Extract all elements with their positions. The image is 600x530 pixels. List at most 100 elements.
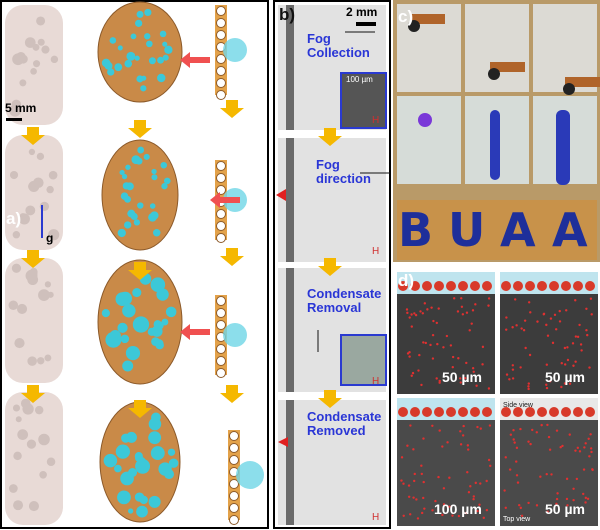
droplet xyxy=(420,472,424,476)
droplet xyxy=(487,297,491,300)
panel-label: a) xyxy=(6,209,22,228)
droplet xyxy=(479,427,482,430)
bead xyxy=(216,6,226,16)
strip xyxy=(565,77,600,87)
droplet xyxy=(144,33,151,40)
droplet xyxy=(536,320,539,323)
droplet xyxy=(423,507,426,510)
droplet xyxy=(479,482,482,485)
droplet xyxy=(126,431,137,443)
droplet xyxy=(435,321,439,325)
droplet xyxy=(136,505,148,518)
droplet xyxy=(157,73,166,83)
droplet xyxy=(475,384,478,387)
droplet xyxy=(547,435,551,439)
droplet xyxy=(472,498,475,501)
droplet xyxy=(161,183,168,190)
droplet xyxy=(137,202,144,209)
pore xyxy=(33,60,41,68)
droplet xyxy=(132,316,150,333)
droplet xyxy=(438,379,441,383)
pore xyxy=(38,289,50,301)
droplet xyxy=(409,424,412,427)
droplet xyxy=(124,221,132,229)
fiber xyxy=(286,400,294,525)
droplet xyxy=(108,336,118,346)
droplet xyxy=(130,212,138,221)
droplet xyxy=(164,469,175,480)
bump xyxy=(434,281,444,291)
bead xyxy=(216,185,226,195)
droplet xyxy=(130,33,137,40)
droplet xyxy=(410,325,413,328)
step-text: Condensate Removed xyxy=(307,409,382,439)
photo xyxy=(5,258,63,383)
droplet xyxy=(420,383,423,387)
droplet xyxy=(420,511,424,515)
droplet xyxy=(566,346,569,349)
red-marker xyxy=(276,189,286,201)
droplet xyxy=(565,497,569,501)
bump xyxy=(561,407,571,417)
droplet xyxy=(524,346,527,350)
droplet xyxy=(505,328,508,331)
droplet xyxy=(436,342,439,346)
droplet xyxy=(586,497,590,500)
pore xyxy=(24,37,36,48)
droplet xyxy=(460,297,463,300)
bead xyxy=(216,18,226,28)
droplet xyxy=(119,169,125,176)
droplet xyxy=(451,514,454,517)
arrow xyxy=(318,128,342,146)
droplet xyxy=(555,502,558,505)
pore xyxy=(20,398,31,409)
droplet xyxy=(511,377,515,380)
pore xyxy=(9,170,19,180)
droplet xyxy=(148,495,161,508)
droplet xyxy=(540,423,543,427)
axis-label: H xyxy=(372,512,380,523)
arrow xyxy=(21,127,45,145)
letter: B xyxy=(398,203,434,257)
droplet xyxy=(476,509,479,513)
droplet xyxy=(421,312,425,315)
droplet xyxy=(134,492,145,502)
droplet xyxy=(588,366,591,369)
droplet xyxy=(144,8,152,17)
droplet xyxy=(584,496,588,500)
droplet xyxy=(136,456,146,466)
droplet xyxy=(587,437,590,440)
pore xyxy=(28,182,36,191)
bump xyxy=(482,407,492,417)
letter: U xyxy=(448,203,486,257)
strip xyxy=(490,62,525,72)
droplet xyxy=(422,480,425,484)
drop xyxy=(488,68,500,80)
panel-label: c) xyxy=(398,7,414,26)
droplet xyxy=(408,355,411,358)
droplet xyxy=(459,443,463,446)
droplet xyxy=(117,45,123,51)
arrow xyxy=(21,385,45,403)
droplet xyxy=(535,504,539,507)
droplet xyxy=(442,487,446,490)
droplet xyxy=(448,476,451,479)
droplet xyxy=(584,442,587,445)
droplet xyxy=(438,429,441,432)
droplet xyxy=(578,323,581,327)
pore xyxy=(34,405,44,415)
surface xyxy=(101,139,179,251)
panel-label: d) xyxy=(398,271,415,290)
bead xyxy=(216,30,226,40)
pore xyxy=(47,291,54,298)
droplet xyxy=(400,456,404,459)
bump xyxy=(398,407,408,417)
droplet xyxy=(431,424,434,427)
droplet xyxy=(505,316,508,319)
droplet xyxy=(423,302,427,305)
pore xyxy=(16,303,28,314)
droplet xyxy=(550,473,553,476)
droplet xyxy=(482,516,485,520)
droplet xyxy=(415,498,418,501)
axis-label: H xyxy=(372,376,380,387)
